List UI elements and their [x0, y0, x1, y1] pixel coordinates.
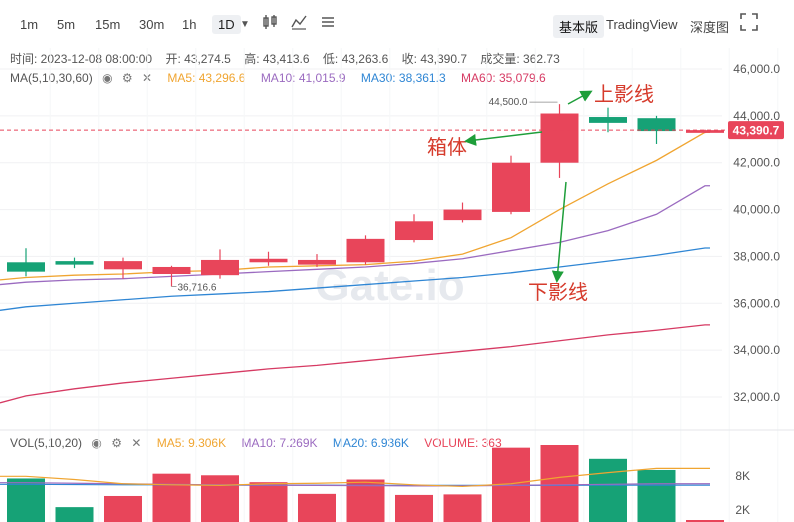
- interval-1d[interactable]: 1D: [212, 15, 241, 34]
- candle-body: [298, 259, 336, 265]
- info-time: 时间: 2023-12-08 08:00:00: [10, 52, 153, 66]
- arrow-upper-shadow: [567, 90, 593, 105]
- info-close: 收: 43,390.7: [401, 52, 468, 66]
- view-tradingview[interactable]: TradingView: [606, 17, 678, 32]
- candle-body: [7, 262, 45, 272]
- low-price-label: 36,716.6: [178, 282, 217, 293]
- candle-body: [637, 118, 676, 132]
- volume-bar: [298, 493, 336, 522]
- interval-5m[interactable]: 5m: [57, 17, 76, 32]
- indicator-icon[interactable]: [291, 14, 307, 34]
- candle-body: [201, 259, 239, 276]
- candle-body: [492, 162, 530, 212]
- candle-body: [540, 113, 579, 163]
- high-price-label: 44,500.0: [489, 97, 528, 108]
- vol-ma5-value: MA5: 9.306K: [156, 436, 227, 450]
- arrow-body: [464, 131, 543, 146]
- interval-30m[interactable]: 30m: [139, 17, 165, 32]
- price-tick-label: 38,000.0: [733, 249, 780, 263]
- close-icon[interactable]: ✕: [131, 436, 142, 450]
- annotation-body: 箱体: [427, 136, 467, 159]
- price-tick-label: 32,000.0: [733, 390, 780, 404]
- volume-bar: [492, 447, 530, 522]
- vol_ma10-line: [0, 482, 710, 487]
- volume-bar: [346, 479, 385, 522]
- ma5-value: MA5: 43,296.6: [167, 71, 246, 85]
- candle-body: [395, 221, 433, 241]
- price-tick-label: 40,000.0: [733, 203, 780, 217]
- eye-icon[interactable]: ◉: [91, 436, 102, 450]
- volume-bar: [637, 469, 676, 522]
- chevron-down-icon[interactable]: ▼: [240, 19, 250, 30]
- annotation-upper-shadow: 上影线: [594, 83, 654, 106]
- ma-legend-label: MA(5,10,30,60): [10, 71, 93, 85]
- volume-value: VOLUME: 363: [424, 436, 502, 450]
- info-volume: 成交量: 362.73: [480, 52, 560, 66]
- close-icon[interactable]: ✕: [142, 71, 153, 85]
- candle-body: [589, 117, 627, 123]
- ma10-value: MA10: 41,015.9: [260, 71, 346, 85]
- interval-15m[interactable]: 15m: [95, 17, 121, 32]
- interval-1m[interactable]: 1m: [20, 17, 39, 32]
- candle-body: [249, 258, 288, 263]
- current-price-label: 43,390.7: [733, 124, 780, 138]
- ma10-line: [0, 185, 710, 286]
- vol_ma5-line: [0, 467, 710, 488]
- ma60-value: MA60: 35,079.6: [460, 71, 546, 85]
- candle-body: [346, 238, 385, 263]
- annotation-lower-shadow: 下影线: [528, 281, 588, 304]
- view-basic[interactable]: 基本版: [553, 15, 605, 38]
- volume-bar: [443, 494, 482, 522]
- volume-bar: [201, 475, 239, 522]
- vol-legend-label: VOL(5,10,20): [10, 436, 83, 450]
- view-depth[interactable]: 深度图: [690, 20, 730, 35]
- interval-1h[interactable]: 1h: [182, 17, 197, 32]
- price-tick-label: 34,000.0: [733, 343, 780, 357]
- price-tick-label: 36,000.0: [733, 296, 780, 310]
- volume-bar: [104, 495, 142, 522]
- volume-tick-label: 8K: [735, 469, 750, 483]
- price-tick-label: 42,000.0: [733, 156, 780, 170]
- price-tick-label: 44,000.0: [733, 109, 780, 123]
- volume-bar: [7, 478, 45, 522]
- volume-bar: [55, 507, 94, 522]
- candlestick-type-icon[interactable]: [262, 14, 278, 34]
- vol-ma20-value: MA20: 6.936K: [332, 436, 409, 450]
- ma30-line: [0, 247, 710, 311]
- volume-bar: [249, 482, 288, 522]
- ohlc-info: 时间: 2023-12-08 08:00:00 开: 43,274.5 高: 4…: [10, 50, 570, 67]
- vol-legend: VOL(5,10,20) ◉ ⚙ ✕ MA5: 9.306K MA10: 7.2…: [10, 436, 514, 450]
- info-low: 低: 43,263.6: [322, 52, 389, 66]
- volume-bar: [540, 445, 579, 522]
- fullscreen-icon[interactable]: [740, 13, 758, 35]
- vol_ma20-line: [0, 483, 710, 486]
- vol-ma10-value: MA10: 7.269K: [241, 436, 318, 450]
- candle-body: [443, 209, 482, 221]
- info-open: 开: 43,274.5: [165, 52, 231, 66]
- volume-bar: [395, 494, 433, 522]
- ma30-value: MA30: 38,361.3: [360, 71, 446, 85]
- candle-body: [104, 261, 142, 270]
- candle-body: [686, 130, 724, 133]
- watermark: Gate.io: [315, 261, 464, 310]
- ma60-line: [0, 324, 710, 404]
- gear-icon[interactable]: ⚙: [121, 71, 133, 85]
- eye-icon[interactable]: ◉: [102, 71, 113, 85]
- chart-toolbar: 1m 5m 15m 30m 1h 1D ▼ 基本版 TradingView 深度…: [0, 0, 794, 48]
- ma5-line: [0, 131, 710, 281]
- volume-bar: [589, 458, 627, 522]
- ma-legend: MA(5,10,30,60) ◉ ⚙ ✕ MA5: 43,296.6 MA10:…: [10, 71, 558, 85]
- gear-icon[interactable]: ⚙: [111, 436, 122, 450]
- volume-bar: [152, 473, 191, 522]
- arrow-lower-shadow: [551, 181, 567, 283]
- info-high: 高: 43,413.6: [244, 52, 310, 66]
- current-price-tag: [728, 121, 784, 140]
- volume-tick-label: 2K: [735, 503, 750, 517]
- candle-body: [55, 261, 94, 265]
- settings-list-icon[interactable]: [320, 14, 336, 34]
- price-tick-label: 46,000.0: [733, 62, 780, 76]
- candle-body: [152, 266, 191, 274]
